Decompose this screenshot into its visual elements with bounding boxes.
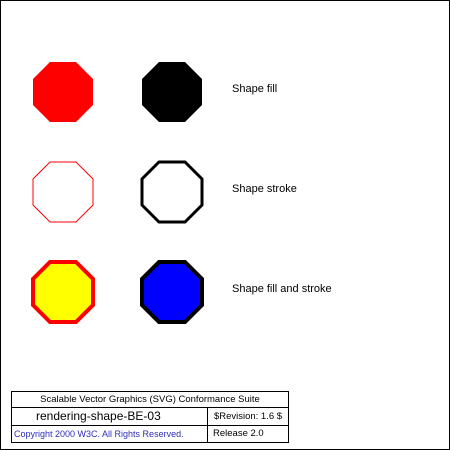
revision-text: $Revision: 1.6 $ [213,411,283,422]
octagon-yellow-fill-red-stroke [31,260,95,324]
octagon-black-stroke [140,160,204,224]
copyright-cell: Copyright 2000 W3C. All Rights Reserved. [12,426,208,442]
test-legend: Scalable Vector Graphics (SVG) Conforman… [11,391,289,443]
test-name: rendering-shape-BE-03 [36,409,161,423]
shape-stroke-label: Shape stroke [232,183,297,195]
octagon-blue-fill-black-stroke [140,260,204,324]
octagon-red-stroke [32,161,94,223]
test-name-cell: rendering-shape-BE-03 [12,408,208,426]
shape-fill-label: Shape fill [232,83,278,95]
octagon-red-fill [33,62,93,122]
suite-title: Scalable Vector Graphics (SVG) Conforman… [12,392,288,408]
revision-cell: $Revision: 1.6 $ [208,408,288,426]
release-text: Release 2.0 [213,428,264,439]
octagon-black-fill [142,62,202,122]
release-cell: Release 2.0 [208,426,288,442]
copyright-text: Copyright 2000 W3C. All Rights Reserved. [14,429,184,439]
shape-fill-and-stroke-label: Shape fill and stroke [232,283,332,295]
